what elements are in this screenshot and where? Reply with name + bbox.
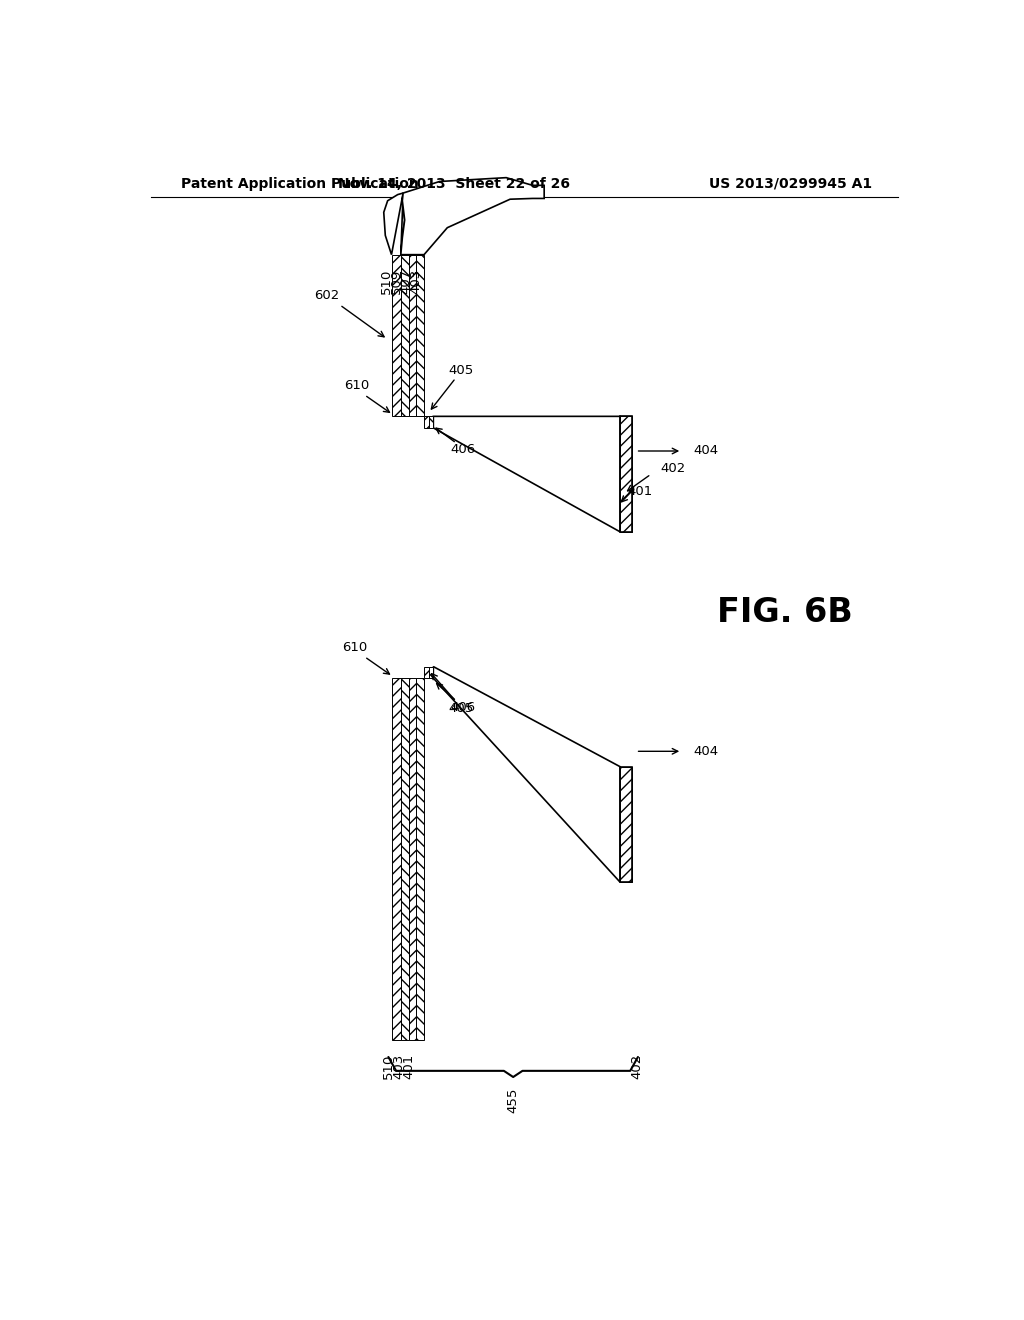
Text: 401: 401 [402, 1053, 415, 1080]
Text: 406: 406 [451, 444, 475, 455]
Text: 510: 510 [380, 269, 392, 294]
Text: 405: 405 [449, 702, 474, 715]
Bar [391, 255, 400, 416]
Bar [391, 678, 400, 1040]
Bar [621, 416, 632, 532]
Text: 403: 403 [410, 269, 423, 294]
Polygon shape [433, 416, 621, 532]
Bar [621, 767, 632, 882]
Text: 402: 402 [660, 462, 686, 475]
Text: 404: 404 [693, 445, 719, 458]
Bar [409, 255, 417, 416]
Text: FIG. 6B: FIG. 6B [717, 597, 853, 630]
Text: 401: 401 [628, 486, 653, 499]
Polygon shape [433, 667, 621, 882]
Bar [417, 255, 424, 416]
Bar [621, 767, 632, 882]
Text: 510: 510 [382, 1053, 395, 1080]
Bar [621, 416, 632, 532]
Text: 509: 509 [390, 269, 402, 294]
Text: 402: 402 [631, 1053, 644, 1080]
Text: 455: 455 [507, 1088, 519, 1113]
Text: US 2013/0299945 A1: US 2013/0299945 A1 [710, 177, 872, 191]
Bar [429, 416, 433, 428]
Bar [424, 667, 429, 678]
Text: 406: 406 [451, 701, 475, 714]
Bar [400, 678, 409, 1040]
Bar [417, 678, 424, 1040]
Text: 407: 407 [399, 269, 413, 294]
Text: 405: 405 [449, 363, 474, 376]
Text: Nov. 14, 2013  Sheet 22 of 26: Nov. 14, 2013 Sheet 22 of 26 [338, 177, 569, 191]
Bar [409, 678, 417, 1040]
Polygon shape [400, 178, 544, 255]
Polygon shape [384, 193, 404, 255]
Text: 602: 602 [314, 289, 340, 302]
Bar [424, 416, 429, 428]
Bar [429, 667, 433, 678]
Text: 610: 610 [344, 379, 370, 392]
Text: Patent Application Publication: Patent Application Publication [180, 177, 419, 191]
Text: 404: 404 [693, 744, 719, 758]
Text: 610: 610 [342, 640, 368, 653]
Text: 403: 403 [392, 1053, 404, 1080]
Bar [400, 255, 409, 416]
